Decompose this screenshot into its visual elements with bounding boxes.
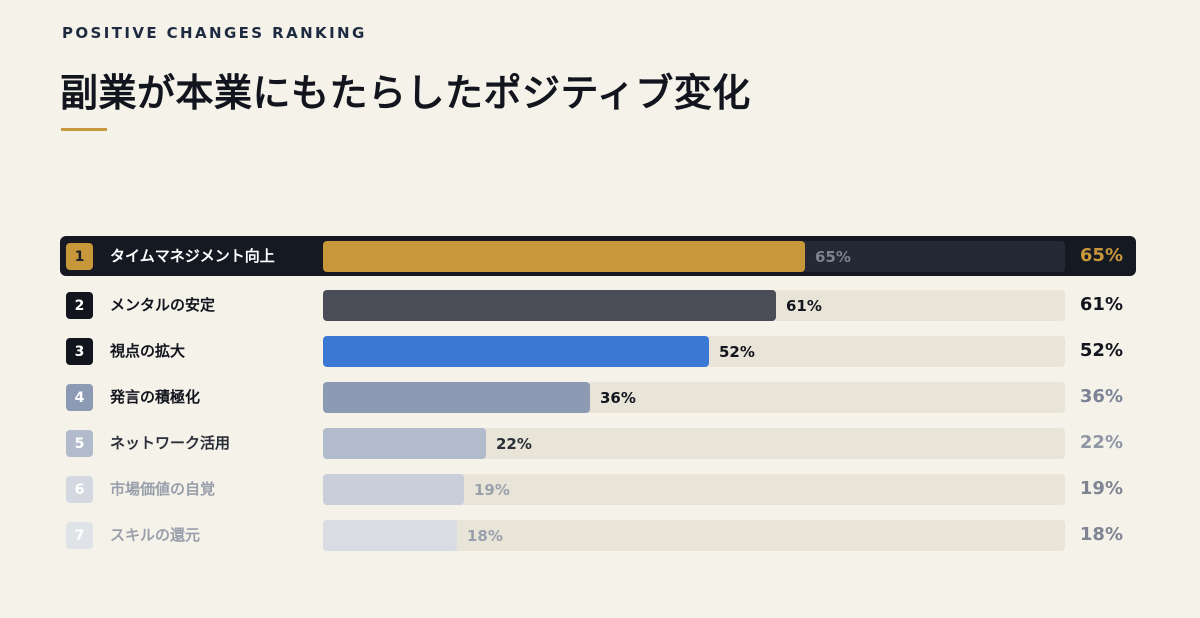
category-label: タイムマネジメント向上 <box>110 247 275 265</box>
category-label: メンタルの安定 <box>110 296 216 314</box>
value-label: 52% <box>1079 340 1123 361</box>
value-label: 61% <box>1079 294 1123 315</box>
category-label: スキルの還元 <box>110 526 201 544</box>
ranking-row: 3 視点の拡大 52% 52% <box>60 331 1136 371</box>
title-accent-divider <box>61 128 107 131</box>
bar-track: 61% <box>323 290 1065 321</box>
bar-fill <box>323 382 590 413</box>
value-label: 36% <box>1079 386 1123 407</box>
category-label: ネットワーク活用 <box>110 434 231 452</box>
bar-fill <box>323 290 776 321</box>
rank-badge: 3 <box>66 338 93 365</box>
eyebrow-label: POSITIVE CHANGES RANKING <box>62 24 367 42</box>
rank-badge: 2 <box>66 292 93 319</box>
bar-track: 19% <box>323 474 1065 505</box>
rank-badge: 4 <box>66 384 93 411</box>
ranking-row: 2 メンタルの安定 61% 61% <box>60 285 1136 325</box>
bar-track: 65% <box>323 241 1065 272</box>
bar-track: 36% <box>323 382 1065 413</box>
ranking-row: 4 発言の積極化 36% 36% <box>60 377 1136 417</box>
bar-track: 18% <box>323 520 1065 551</box>
bar-data-label: 22% <box>496 435 532 453</box>
bar-data-label: 18% <box>467 527 503 545</box>
value-label: 22% <box>1079 432 1123 453</box>
ranking-row: 6 市場価値の自覚 19% 19% <box>60 469 1136 509</box>
rank-badge: 6 <box>66 476 93 503</box>
bar-data-label: 65% <box>815 248 851 266</box>
bar-data-label: 36% <box>600 389 636 407</box>
page-title: 副業が本業にもたらしたポジティブ変化 <box>60 71 751 115</box>
ranking-row: 5 ネットワーク活用 22% 22% <box>60 423 1136 463</box>
bar-fill <box>323 336 709 367</box>
rank-badge: 7 <box>66 522 93 549</box>
category-label: 市場価値の自覚 <box>110 480 216 498</box>
ranking-row: 1 タイムマネジメント向上 65% 65% <box>60 236 1136 276</box>
bar-data-label: 52% <box>719 343 755 361</box>
bar-fill <box>323 241 805 272</box>
bar-data-label: 61% <box>786 297 822 315</box>
bar-fill <box>323 520 457 551</box>
bar-fill <box>323 428 486 459</box>
bar-track: 52% <box>323 336 1065 367</box>
bar-track: 22% <box>323 428 1065 459</box>
value-label: 65% <box>1079 245 1123 266</box>
rank-badge: 1 <box>66 243 93 270</box>
rank-badge: 5 <box>66 430 93 457</box>
bar-fill <box>323 474 464 505</box>
value-label: 19% <box>1079 478 1123 499</box>
bar-data-label: 19% <box>474 481 510 499</box>
category-label: 視点の拡大 <box>110 342 186 360</box>
category-label: 発言の積極化 <box>110 388 201 406</box>
value-label: 18% <box>1079 524 1123 545</box>
ranking-row: 7 スキルの還元 18% 18% <box>60 515 1136 555</box>
